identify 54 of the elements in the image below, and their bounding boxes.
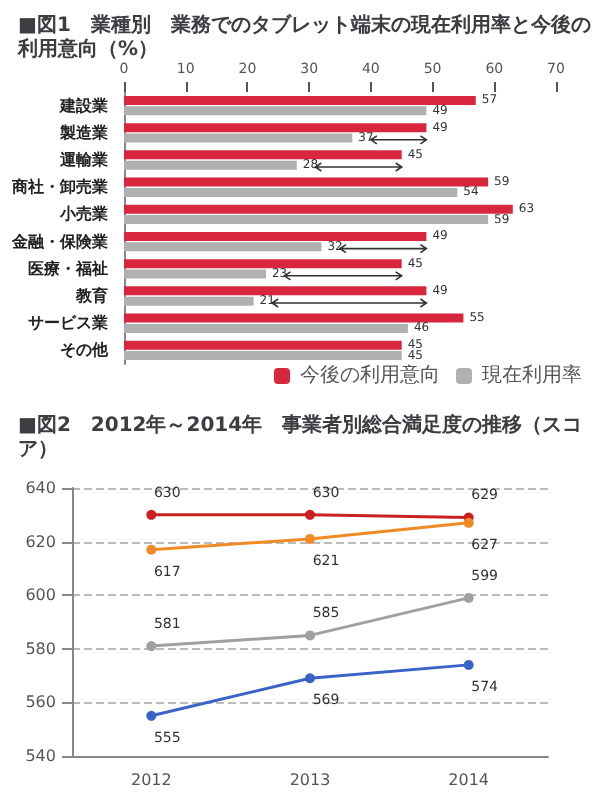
y-tick-label: サービス業 (28, 314, 108, 333)
y-tick-label: 製造業 (58, 123, 108, 142)
bar (124, 204, 513, 214)
y-tick-label: 620 (25, 532, 56, 551)
bar (124, 231, 427, 241)
bar (124, 323, 408, 333)
legend-label: 現在利用率 (482, 363, 582, 387)
y-tick-label: 建設業 (58, 96, 108, 115)
point (146, 641, 157, 652)
bar (124, 269, 266, 279)
bar (124, 177, 489, 187)
bar (124, 242, 322, 252)
point (305, 630, 315, 641)
point (463, 517, 474, 528)
bar (124, 160, 297, 170)
chart-title: ■図1 業種別 業務でのタブレット端末の現在利用率と今後の利用意向（%） (16, 13, 591, 61)
point (305, 509, 315, 520)
bar (124, 123, 427, 133)
y-tick-label: 540 (25, 747, 56, 765)
y-tick-label: 金融・保険業 (10, 232, 108, 251)
x-tick-label: 2012 (130, 771, 172, 789)
bar (124, 340, 402, 350)
bar (124, 95, 476, 105)
chart-title: ■図2 2012年～2014年 事業者別総合満足度の推移（スコア） (18, 413, 583, 461)
bar (124, 106, 427, 116)
point (146, 544, 157, 555)
y-tick-label: 560 (25, 693, 56, 712)
bar (124, 296, 254, 306)
y-tick-label: 商社・卸売業 (10, 176, 108, 197)
y-tick-label: 600 (25, 586, 56, 605)
point (463, 659, 474, 670)
bar (124, 351, 402, 361)
point (146, 710, 157, 721)
point (305, 673, 315, 684)
y-tick-label: その他 (60, 341, 110, 360)
bar (124, 259, 402, 269)
y-tick-label: 教育 (74, 285, 108, 305)
y-tick-label: 運輸業 (58, 151, 108, 169)
y-tick-label: 580 (25, 639, 56, 658)
y-tick-label: 640 (25, 479, 56, 497)
point (305, 533, 315, 544)
point (463, 592, 474, 603)
bar (124, 215, 489, 225)
x-tick-label: 2014 (448, 771, 490, 789)
bar (124, 150, 402, 160)
bar (124, 313, 464, 323)
bar (124, 187, 458, 197)
bar (124, 286, 427, 296)
legend-label: 今後の利用意向 (300, 363, 440, 387)
point (146, 509, 157, 520)
y-tick-label: 医療・福祉 (28, 257, 108, 278)
x-tick-label: 2013 (289, 771, 331, 789)
y-tick-label: 小売業 (58, 205, 108, 224)
bar (124, 133, 353, 143)
